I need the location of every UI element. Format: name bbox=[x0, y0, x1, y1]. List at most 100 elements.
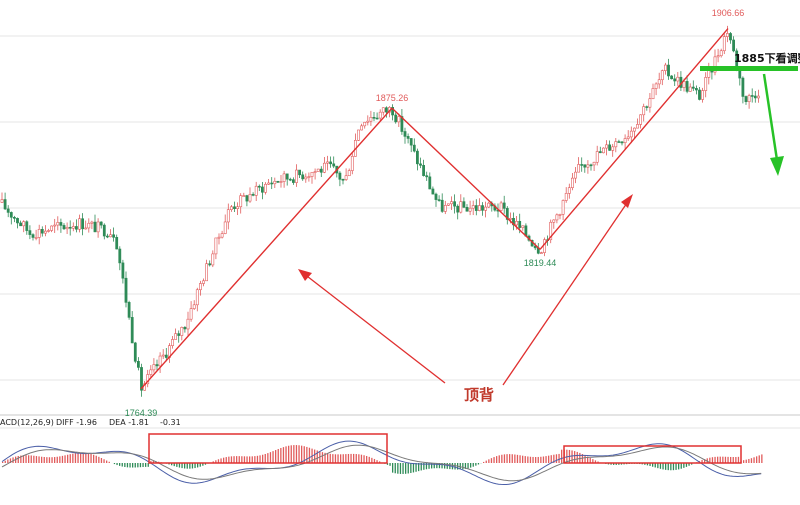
macd-bar bbox=[137, 463, 138, 467]
candle-body bbox=[246, 196, 248, 202]
candle-body bbox=[20, 223, 22, 226]
macd-bar bbox=[675, 463, 676, 470]
candle-body bbox=[636, 124, 638, 128]
candle-body bbox=[249, 194, 251, 201]
candle-body bbox=[720, 51, 722, 56]
candle-body bbox=[252, 194, 254, 195]
candle-body bbox=[661, 71, 663, 80]
candle-body bbox=[553, 220, 555, 222]
candle-body bbox=[649, 99, 651, 107]
candle-body bbox=[209, 264, 211, 265]
candle-body bbox=[503, 203, 505, 208]
macd-bar bbox=[660, 463, 661, 469]
macd-bar bbox=[584, 455, 585, 463]
candle-body bbox=[615, 142, 617, 147]
macd-dea-label: DEA -1.81 bbox=[109, 418, 149, 427]
candle-body bbox=[599, 152, 601, 153]
candle-body bbox=[26, 222, 28, 231]
macd-bar bbox=[470, 463, 471, 468]
candle-body bbox=[153, 365, 155, 370]
macd-bar bbox=[590, 458, 591, 463]
candle-body bbox=[100, 222, 102, 225]
candle-body bbox=[156, 365, 158, 366]
macd-bar bbox=[514, 454, 515, 463]
candle-body bbox=[618, 142, 620, 143]
support-line bbox=[700, 66, 798, 71]
macd-bar bbox=[314, 450, 315, 463]
candle-body bbox=[94, 222, 96, 232]
macd-bar bbox=[397, 463, 398, 474]
macd-bar bbox=[135, 463, 136, 467]
candle-body bbox=[29, 231, 31, 235]
candle-body bbox=[237, 207, 239, 209]
macd-bar bbox=[759, 455, 760, 463]
macd-bar bbox=[506, 454, 507, 463]
macd-diff-label: DIFF -1.96 bbox=[56, 418, 97, 427]
macd-bar bbox=[348, 454, 349, 463]
macd-bar bbox=[561, 450, 562, 463]
pivot-low-label-2: 1819.44 bbox=[524, 258, 557, 268]
candle-body bbox=[317, 169, 319, 171]
macd-bar bbox=[2, 462, 3, 463]
candle-body bbox=[137, 361, 139, 367]
candle-body bbox=[370, 117, 372, 121]
candle-body bbox=[450, 202, 452, 204]
divergence-label: 顶背 bbox=[464, 386, 494, 404]
candle-body bbox=[258, 186, 260, 187]
macd-bar bbox=[124, 463, 125, 467]
candle-body bbox=[187, 319, 189, 329]
macd-bar bbox=[670, 463, 671, 470]
macd-bar bbox=[353, 454, 354, 463]
candle-body bbox=[568, 188, 570, 194]
candle-body bbox=[454, 202, 456, 207]
macd-bar bbox=[389, 463, 390, 466]
macd-bar bbox=[90, 454, 91, 463]
candle-body bbox=[435, 194, 437, 200]
macd-bar bbox=[735, 457, 736, 463]
candle-body bbox=[286, 174, 288, 179]
macd-bar bbox=[64, 455, 65, 463]
macd-bar bbox=[187, 463, 188, 469]
macd-bar bbox=[340, 454, 341, 463]
signal-arrow-head bbox=[770, 156, 784, 176]
candle-body bbox=[150, 370, 152, 375]
candle-body bbox=[193, 305, 195, 309]
macd-bar bbox=[109, 462, 110, 463]
candle-body bbox=[646, 107, 648, 108]
macd-bar bbox=[241, 456, 242, 463]
candle-body bbox=[357, 130, 359, 140]
macd-bar bbox=[392, 463, 393, 473]
candle-body bbox=[609, 145, 611, 151]
macd-bar bbox=[288, 446, 289, 463]
macd-bar bbox=[350, 454, 351, 463]
macd-bar bbox=[504, 454, 505, 463]
macd-bar bbox=[72, 454, 73, 463]
macd-bar bbox=[730, 457, 731, 463]
candle-body bbox=[441, 200, 443, 211]
candle-body bbox=[426, 176, 428, 177]
macd-bar bbox=[405, 463, 406, 474]
macd-bar bbox=[363, 455, 364, 463]
candle-body bbox=[463, 202, 465, 208]
candle-body bbox=[280, 182, 282, 183]
candle-body bbox=[44, 231, 46, 233]
macd-bar bbox=[38, 456, 39, 463]
candle-body bbox=[47, 230, 49, 231]
macd-bar bbox=[239, 456, 240, 463]
macd-bar bbox=[270, 452, 271, 463]
macd-bar bbox=[493, 457, 494, 463]
macd-bar bbox=[727, 457, 728, 463]
macd-bar bbox=[280, 448, 281, 463]
candle-body bbox=[522, 226, 524, 228]
macd-bar bbox=[410, 463, 411, 473]
macd-header: ACD(12,26,9) bbox=[0, 418, 54, 427]
candle-body bbox=[240, 196, 242, 207]
candle-body bbox=[478, 206, 480, 211]
macd-bar bbox=[127, 463, 128, 467]
macd-bar bbox=[530, 457, 531, 463]
macd-bar bbox=[475, 463, 476, 466]
macd-bar bbox=[517, 455, 518, 463]
candle-body bbox=[97, 222, 99, 232]
candle-body bbox=[757, 96, 759, 98]
macd-bar bbox=[46, 457, 47, 463]
